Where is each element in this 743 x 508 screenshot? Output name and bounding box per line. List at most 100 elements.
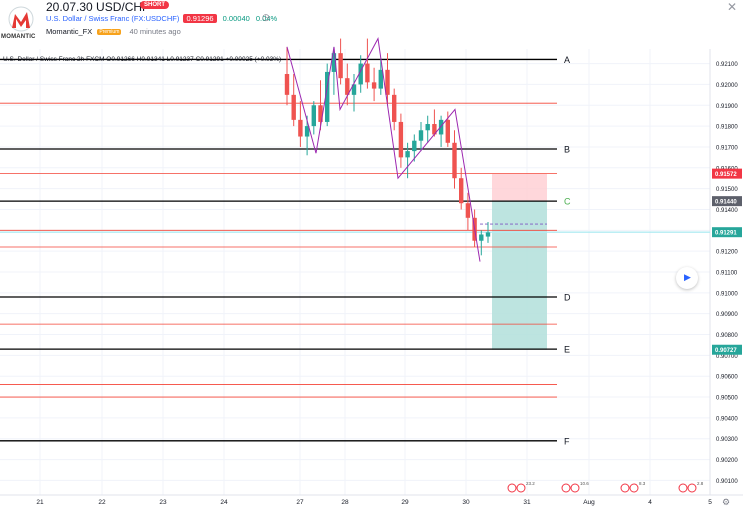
event-flag-icon — [629, 483, 639, 493]
y-tick-label: 0.90100 — [716, 479, 738, 485]
symbol-link[interactable]: U.S. Dollar / Swiss Franc (FX:USDCHF) — [46, 14, 180, 23]
author-name[interactable]: Momantic_FX — [46, 27, 93, 36]
candle-body — [378, 69, 383, 89]
y-tick-label: 0.90400 — [716, 416, 738, 422]
event-flag-icon — [678, 483, 688, 493]
price-tag-bg — [712, 344, 742, 355]
x-tick-label: 29 — [401, 499, 409, 506]
candle-body — [432, 124, 437, 135]
idea-header: MOMANTIC 20.07.30 USD/CHF SHORT U.S. Dol… — [0, 0, 743, 46]
candle-body — [325, 71, 330, 122]
y-tick-label: 0.90600 — [716, 375, 738, 381]
y-tick-label: 0.91000 — [716, 291, 738, 297]
position-zones — [0, 173, 710, 350]
symbol-line: U.S. Dollar / Swiss Franc (FX:USDCHF) 0.… — [46, 14, 277, 23]
x-tick-label: Aug — [583, 499, 595, 506]
candle-body — [465, 203, 471, 218]
candle-body — [371, 82, 377, 89]
event-flag-icon — [561, 483, 571, 493]
x-tick-label: 23 — [159, 499, 167, 506]
price-change: 0.00040 — [222, 14, 250, 23]
y-tick-label: 0.91100 — [716, 271, 738, 277]
x-tick-label: 30 — [462, 499, 470, 506]
level-label-A: A — [564, 55, 570, 65]
y-tick-label: 0.92100 — [716, 62, 738, 68]
candle-body — [365, 63, 370, 83]
price-tag-target: 0.90727 — [715, 348, 737, 354]
candle-body — [438, 119, 444, 135]
price-tag-entry: 0.91440 — [715, 200, 737, 206]
price-badge: 0.91296 — [183, 14, 217, 23]
premium-badge: Premium — [97, 29, 122, 36]
level-lines: A B C D E F — [0, 55, 571, 446]
price-tag-bg — [712, 168, 742, 179]
candle-body — [351, 84, 357, 95]
candle-body — [345, 78, 350, 95]
close-icon[interactable]: ✕ — [726, 0, 737, 14]
price-axis: 0.921000.920000.919000.918000.917000.916… — [716, 62, 738, 485]
x-tick-label: 4 — [648, 499, 652, 506]
replay-button[interactable]: ▶ — [676, 267, 698, 289]
red-levels — [0, 102, 557, 398]
candle-body — [392, 94, 397, 122]
y-tick-label: 0.90300 — [716, 437, 738, 443]
x-tick-label: 28 — [341, 499, 349, 506]
candle-body — [338, 53, 343, 79]
logo-wordmark: MOMANTIC — [1, 34, 36, 40]
author-line: Momantic_FX Premium 40 minutes ago — [46, 27, 181, 36]
x-tick-label: 21 — [36, 499, 44, 506]
event-count: 23.2 — [526, 481, 535, 486]
event-count: 2.8 — [697, 481, 704, 486]
pattern-lines — [286, 37, 481, 262]
candle-body — [385, 69, 390, 95]
take-profit-zone — [492, 201, 547, 350]
candle-body — [459, 178, 464, 204]
candle-body — [291, 94, 296, 120]
candle-body — [485, 232, 491, 237]
y-tick-label: 0.91400 — [716, 208, 738, 214]
candle-body — [418, 130, 424, 141]
momantic-logo — [8, 6, 34, 32]
event-flag-icon — [620, 483, 630, 493]
candle-body — [284, 74, 290, 95]
event-flag-icon — [570, 483, 580, 493]
x-tick-label: 31 — [523, 499, 531, 506]
price-tag-bg — [712, 196, 742, 207]
x-tick-label: 27 — [296, 499, 304, 506]
level-label-F: F — [564, 436, 570, 446]
event-flag-icon — [687, 483, 697, 493]
candle-body — [318, 105, 323, 122]
candle-body — [412, 140, 417, 152]
candle-body — [479, 234, 484, 241]
candle-body — [425, 124, 430, 131]
candles — [284, 38, 491, 256]
y-tick-label: 0.90900 — [716, 312, 738, 318]
short-badge: SHORT — [140, 1, 169, 9]
event-count: 10.6 — [580, 481, 589, 486]
y-tick-label: 0.91200 — [716, 250, 738, 256]
x-tick-label: 5 — [708, 499, 712, 506]
price-tag-stop: 0.91572 — [715, 172, 737, 178]
event-flag-icon — [516, 483, 526, 493]
candle-body — [405, 151, 410, 158]
price-change-pct: 0.04% — [255, 14, 278, 23]
y-tick-label: 0.91900 — [716, 104, 738, 110]
candle-body — [398, 121, 404, 158]
x-tick-label: 22 — [98, 499, 106, 506]
y-tick-label: 0.91700 — [716, 145, 738, 151]
settings-gear-icon: ⚙ — [722, 497, 730, 507]
price-tag-current: 0.91291 — [715, 231, 737, 237]
candle-body — [445, 119, 450, 143]
candle-body — [304, 126, 310, 137]
y-tick-label: 0.92000 — [716, 83, 738, 89]
candle-body — [311, 105, 316, 127]
clock-icon: ◷ — [262, 12, 270, 22]
chart-legend: U.S. Dollar / Swiss Franc 2h FXCM O0.912… — [3, 56, 281, 63]
time-axis: 21 22 23 24 27 28 29 30 31 Aug 4 5 23.2 10.6 8.3 2.8 ⚙ — [36, 481, 730, 507]
x-tick-label: 24 — [220, 499, 228, 506]
candle-body — [358, 63, 363, 85]
level-label-D: D — [564, 293, 571, 303]
price-tag-bg — [712, 227, 742, 238]
candle-body — [298, 119, 303, 137]
